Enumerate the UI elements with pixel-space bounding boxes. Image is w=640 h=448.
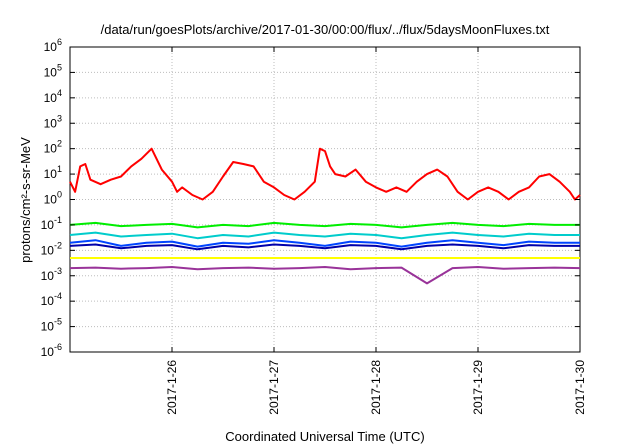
x-tick-label: 2017-1-27 (267, 360, 281, 415)
x-axis-label: Coordinated Universal Time (UTC) (225, 429, 424, 444)
y-tick-label: 103 (44, 113, 62, 130)
y-tick-label: 10-5 (41, 317, 62, 334)
series-line-2 (69, 221, 580, 229)
y-tick-label: 106 (44, 37, 62, 54)
y-tick-label: 105 (44, 62, 62, 79)
chart-grid (70, 47, 580, 352)
y-tick-label: 104 (44, 88, 62, 105)
y-tick-label: 10-2 (41, 240, 62, 257)
series-line-1 (69, 147, 581, 201)
x-tick-label: 2017-1-30 (573, 360, 587, 415)
series-line-4 (69, 239, 580, 248)
y-tick-label: 102 (44, 139, 62, 156)
series-line-5 (69, 243, 580, 251)
y-axis-label: protons/cm²-s-sr-MeV (18, 137, 33, 263)
series-line-3 (69, 231, 580, 240)
axis-ticks: 10-6 10-5 10-4 10-3 10-2 10-1 100 101 102 103 104 1… (41, 37, 587, 415)
x-tick-label: 2017-1-28 (369, 360, 383, 415)
y-tick-label: 10-4 (41, 291, 62, 308)
series-lines (69, 147, 581, 285)
x-tick-label: 2017-1-26 (165, 360, 179, 415)
y-tick-label: 10-6 (41, 342, 62, 359)
x-tick-label: 2017-1-29 (471, 360, 485, 415)
y-tick-label: 101 (44, 164, 62, 181)
chart-title: /data/run/goesPlots/archive/2017-01-30/0… (101, 22, 550, 37)
y-tick-label: 10-1 (41, 215, 62, 232)
y-tick-label: 100 (44, 190, 62, 207)
y-tick-label: 10-3 (41, 266, 62, 283)
series-line-7 (69, 266, 581, 285)
